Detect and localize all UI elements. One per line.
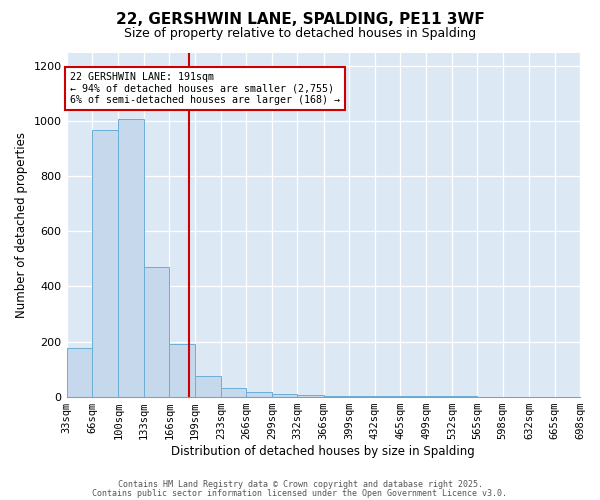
Text: 22 GERSHWIN LANE: 191sqm
← 94% of detached houses are smaller (2,755)
6% of semi: 22 GERSHWIN LANE: 191sqm ← 94% of detach… [70, 72, 340, 105]
Bar [67, 348, 92, 397]
Bar [144, 267, 169, 396]
Bar [169, 344, 195, 397]
Text: Contains public sector information licensed under the Open Government Licence v3: Contains public sector information licen… [92, 488, 508, 498]
Bar [272, 394, 298, 396]
Bar [92, 130, 118, 396]
Bar [247, 392, 272, 396]
Text: 22, GERSHWIN LANE, SPALDING, PE11 3WF: 22, GERSHWIN LANE, SPALDING, PE11 3WF [116, 12, 484, 28]
Y-axis label: Number of detached properties: Number of detached properties [15, 132, 28, 318]
Bar [298, 395, 323, 396]
Bar [195, 376, 221, 396]
Text: Size of property relative to detached houses in Spalding: Size of property relative to detached ho… [124, 28, 476, 40]
Text: Contains HM Land Registry data © Crown copyright and database right 2025.: Contains HM Land Registry data © Crown c… [118, 480, 482, 489]
Bar [118, 118, 144, 396]
X-axis label: Distribution of detached houses by size in Spalding: Distribution of detached houses by size … [172, 444, 475, 458]
Bar [221, 388, 247, 396]
